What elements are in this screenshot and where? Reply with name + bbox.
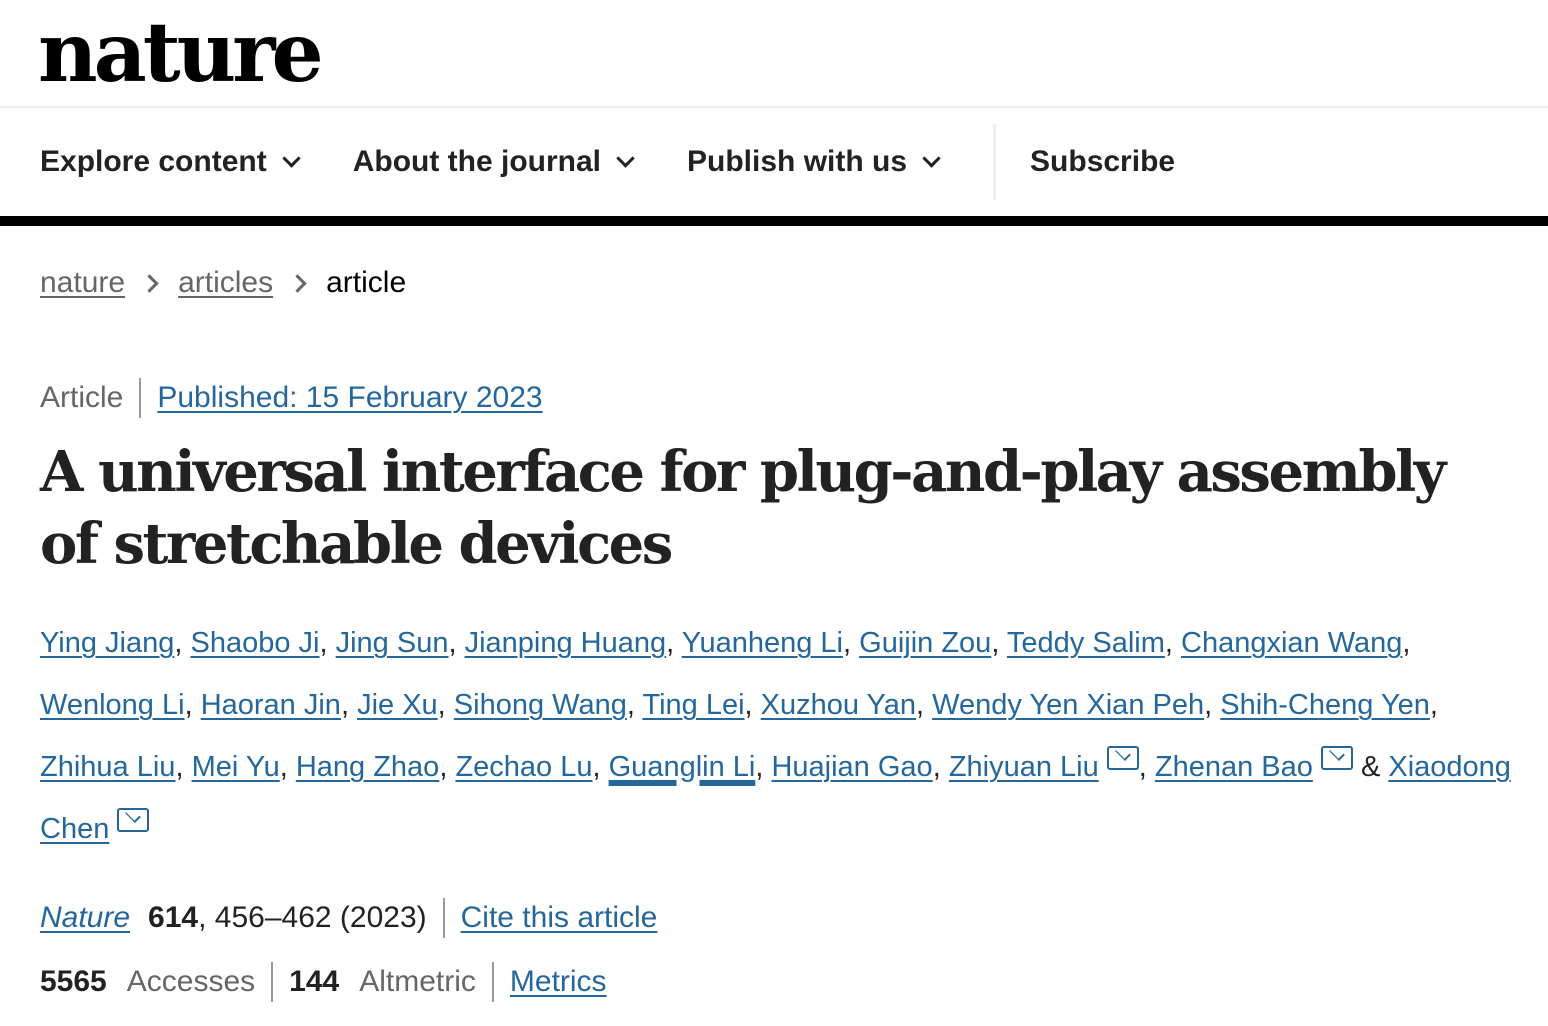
chevron-down-icon — [922, 148, 941, 168]
author-link[interactable]: Jianping Huang — [464, 627, 667, 659]
accesses-label: Accesses — [126, 965, 256, 998]
article-title: A universal interface for plug-and-play … — [40, 439, 1446, 577]
main-nav: Explore content About the journal Publis… — [40, 108, 1230, 216]
author-link[interactable]: Sihong Wang — [453, 689, 627, 721]
author-separator: , — [592, 751, 609, 783]
author-separator: , — [755, 751, 772, 783]
author-link[interactable]: Mei Yu — [191, 751, 280, 783]
nav-divider — [993, 124, 997, 200]
author-separator: , — [843, 627, 860, 659]
author-separator: , — [279, 751, 296, 783]
divider — [271, 962, 274, 1002]
altmetric-score: 144 — [289, 965, 340, 998]
author-separator: , — [1204, 689, 1221, 721]
breadcrumb-nature[interactable]: nature — [40, 266, 126, 299]
cite-this-article-link[interactable]: Cite this article — [460, 901, 658, 934]
author-link[interactable]: Zhenan Bao — [1154, 751, 1313, 783]
volume: 614 — [148, 901, 199, 934]
divider — [139, 378, 142, 418]
author-link[interactable]: Huajian Gao — [771, 751, 933, 783]
author-link[interactable]: Shaobo Ji — [190, 627, 320, 659]
author-link[interactable]: Ying Jiang — [40, 627, 175, 659]
article-meta: Article Published: 15 February 2023 — [40, 378, 543, 418]
author-link[interactable]: Teddy Salim — [1006, 627, 1165, 659]
author-link[interactable]: Guanglin Li — [608, 751, 756, 783]
breadcrumb-articles[interactable]: articles — [178, 266, 274, 299]
author-separator: , — [932, 751, 949, 783]
chevron-right-icon — [140, 273, 159, 293]
author-link[interactable]: Shih-Cheng Yen — [1220, 689, 1430, 721]
author-separator: , — [1164, 627, 1181, 659]
citation: Nature 614 , 456–462 (2023) Cite this ar… — [40, 898, 657, 938]
altmetric-label: Altmetric — [359, 965, 476, 998]
author-separator: , — [1138, 751, 1155, 783]
author-link[interactable]: Wenlong Li — [40, 689, 185, 721]
author-separator: , — [184, 689, 201, 721]
chevron-right-icon — [288, 273, 307, 293]
author-separator: , — [437, 689, 454, 721]
author-link[interactable]: Zhihua Liu — [40, 751, 176, 783]
author-separator: , — [319, 627, 336, 659]
author-link[interactable]: Guijin Zou — [859, 627, 992, 659]
mail-icon[interactable] — [117, 808, 150, 832]
chevron-down-icon — [282, 148, 301, 168]
author-separator: , — [916, 689, 933, 721]
breadcrumb-current: article — [326, 266, 407, 299]
accesses-count: 5565 — [40, 965, 107, 998]
author-link[interactable]: Ting Lei — [642, 689, 745, 721]
author-link[interactable]: Wendy Yen Xian Peh — [932, 689, 1205, 721]
author-link[interactable]: Hang Zhao — [295, 751, 440, 783]
nav-label: Explore content — [40, 145, 267, 178]
mail-icon[interactable] — [1106, 746, 1139, 770]
author-link[interactable]: Yuanheng Li — [681, 627, 844, 659]
author-separator: , — [626, 689, 643, 721]
nav-about-journal[interactable]: About the journal — [352, 145, 635, 179]
nav-subscribe[interactable]: Subscribe — [1030, 145, 1176, 178]
nav-publish-with-us[interactable]: Publish with us — [687, 145, 941, 179]
author-link[interactable]: Jing Sun — [335, 627, 449, 659]
breadcrumb: nature articles article — [40, 266, 406, 300]
pages-year: , 456–462 (2023) — [198, 901, 427, 934]
divider — [0, 106, 1548, 108]
author-link[interactable]: Changxian Wang — [1181, 627, 1403, 659]
author-separator: , — [991, 627, 1007, 659]
author-separator: , — [666, 627, 682, 659]
journal-link[interactable]: Nature — [40, 901, 131, 934]
author-link[interactable]: Haoran Jin — [200, 689, 341, 721]
mail-icon[interactable] — [1320, 746, 1353, 770]
article-type: Article — [40, 381, 124, 414]
author-link[interactable]: Xiaodong Chen — [40, 751, 1511, 845]
article-stats: 5565 Accesses 144 Altmetric Metrics — [40, 962, 607, 1002]
author-link[interactable]: Jie Xu — [357, 689, 438, 721]
divider — [442, 898, 445, 938]
nav-label: Publish with us — [687, 145, 908, 178]
author-link[interactable]: Xuzhou Yan — [760, 689, 917, 721]
published-date-link[interactable]: Published: 15 February 2023 — [157, 381, 543, 414]
author-separator: , — [340, 689, 358, 721]
author-separator: , — [448, 627, 465, 659]
divider — [491, 962, 494, 1002]
author-separator: , — [744, 689, 761, 721]
nature-logo[interactable]: nature — [38, 5, 324, 101]
header-rule — [0, 216, 1548, 226]
author-separator: , — [1402, 627, 1411, 659]
nav-explore-content[interactable]: Explore content — [40, 145, 301, 179]
author-separator: , — [439, 751, 456, 783]
author-separator: , — [175, 751, 192, 783]
author-list: Ying Jiang, Shaobo Ji, Jing Sun, Jianpin… — [40, 612, 1520, 860]
metrics-link[interactable]: Metrics — [509, 965, 607, 998]
author-link[interactable]: Zhiyuan Liu — [948, 751, 1099, 783]
author-separator: , — [174, 627, 191, 659]
author-link[interactable]: Zechao Lu — [455, 751, 593, 783]
nav-label: About the journal — [352, 145, 602, 178]
chevron-down-icon — [616, 148, 635, 168]
author-separator: , — [1429, 689, 1438, 721]
author-separator: & — [1352, 751, 1389, 783]
